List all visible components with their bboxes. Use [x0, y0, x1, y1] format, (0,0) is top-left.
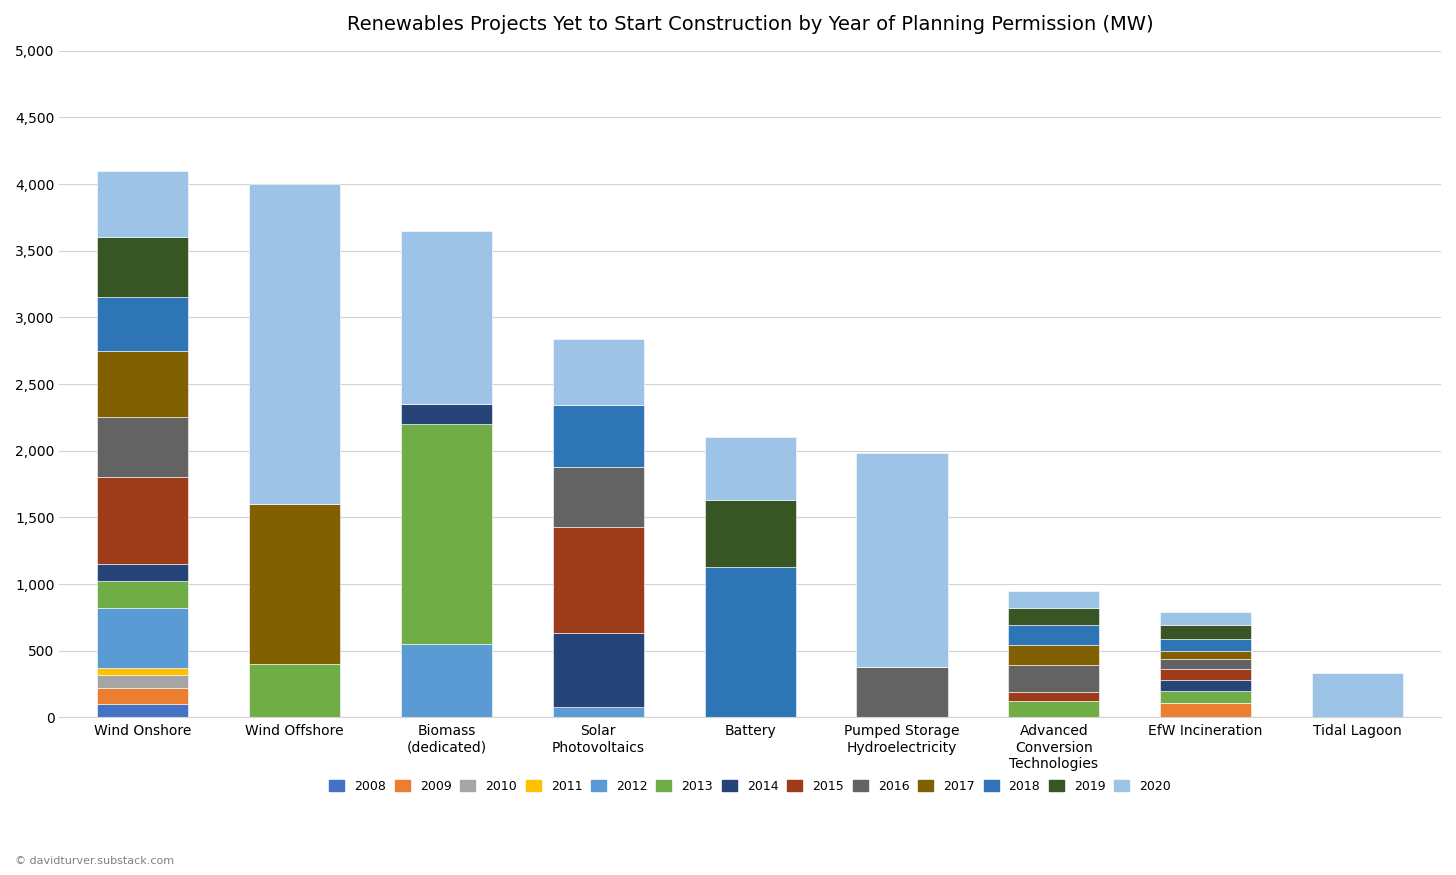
Bar: [400, 424, 492, 644]
Bar: [1312, 674, 1404, 718]
Bar: [98, 688, 188, 704]
Bar: [249, 504, 341, 664]
Bar: [553, 466, 644, 527]
Bar: [1160, 690, 1251, 703]
Bar: [98, 171, 188, 237]
Bar: [1160, 659, 1251, 669]
Bar: [1160, 703, 1251, 717]
Bar: [98, 298, 188, 351]
Bar: [98, 478, 188, 564]
Bar: [553, 405, 644, 466]
Bar: [1009, 702, 1099, 717]
Text: © davidturver.substack.com: © davidturver.substack.com: [15, 857, 173, 866]
Bar: [98, 675, 188, 688]
Bar: [856, 453, 948, 667]
Legend: 2008, 2009, 2010, 2011, 2012, 2013, 2014, 2015, 2016, 2017, 2018, 2019, 2020: 2008, 2009, 2010, 2011, 2012, 2013, 2014…: [325, 775, 1176, 798]
Bar: [400, 644, 492, 718]
Bar: [1009, 608, 1099, 626]
Bar: [249, 664, 341, 718]
Bar: [400, 404, 492, 424]
Bar: [553, 339, 644, 405]
Bar: [400, 231, 492, 404]
Bar: [98, 608, 188, 668]
Bar: [1009, 646, 1099, 665]
Bar: [705, 500, 796, 567]
Bar: [1160, 680, 1251, 690]
Bar: [98, 564, 188, 581]
Bar: [1009, 626, 1099, 646]
Bar: [705, 567, 796, 718]
Bar: [705, 438, 796, 500]
Bar: [553, 527, 644, 634]
Bar: [98, 417, 188, 478]
Bar: [553, 634, 644, 707]
Bar: [1160, 626, 1251, 639]
Bar: [98, 237, 188, 298]
Bar: [856, 667, 948, 718]
Bar: [1160, 669, 1251, 680]
Bar: [1160, 639, 1251, 651]
Bar: [1009, 665, 1099, 692]
Bar: [1160, 612, 1251, 626]
Bar: [553, 707, 644, 717]
Bar: [1160, 651, 1251, 659]
Bar: [1009, 692, 1099, 702]
Bar: [249, 184, 341, 504]
Bar: [98, 704, 188, 717]
Bar: [98, 351, 188, 417]
Bar: [1009, 591, 1099, 608]
Title: Renewables Projects Yet to Start Construction by Year of Planning Permission (MW: Renewables Projects Yet to Start Constru…: [347, 15, 1153, 34]
Bar: [98, 668, 188, 675]
Bar: [98, 581, 188, 608]
